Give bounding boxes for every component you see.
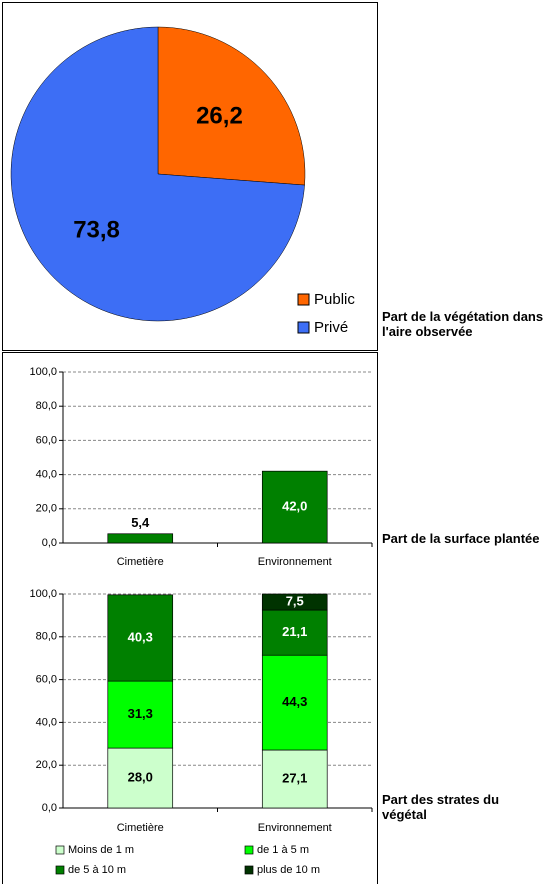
value-label: 28,0: [128, 769, 153, 784]
y-tick-label: 0,0: [42, 802, 57, 814]
legend-label: de 1 à 5 m: [257, 844, 309, 856]
value-label: 42,0: [282, 499, 307, 514]
y-tick-label: 100,0: [29, 366, 57, 378]
bar: [107, 533, 174, 544]
value-label: 40,3: [128, 629, 153, 644]
y-tick-label: 0,0: [42, 537, 57, 549]
legend-label: Public: [314, 291, 355, 308]
bar-segment: [261, 609, 328, 656]
y-tick-label: 60,0: [36, 434, 57, 446]
value-label: 7,5: [286, 593, 304, 608]
legend-label: plus de 10 m: [257, 864, 320, 876]
x-tick-label: Cimetière: [117, 822, 164, 834]
y-tick-label: 60,0: [36, 674, 57, 686]
y-tick-label: 80,0: [36, 631, 57, 643]
pie-slice: [157, 26, 306, 186]
y-tick-label: 40,0: [36, 469, 57, 481]
bar-segment: [261, 654, 328, 751]
y-tick-label: 20,0: [36, 503, 57, 515]
bar-segment: [261, 593, 328, 611]
value-label: 27,1: [282, 770, 307, 785]
x-tick-label: Cimetière: [117, 556, 164, 568]
legend-swatch: [297, 321, 310, 334]
y-tick-label: 40,0: [36, 716, 57, 728]
legend-swatch: [55, 865, 65, 875]
x-tick-label: Environnement: [258, 822, 332, 834]
pie-slice: [10, 26, 305, 322]
legend-label: Privé: [314, 319, 348, 336]
y-tick-label: 80,0: [36, 400, 57, 412]
value-label: 5,4: [131, 515, 150, 530]
legend-label: de 5 à 10 m: [68, 864, 126, 876]
legend-swatch: [244, 865, 254, 875]
y-tick-label: 100,0: [29, 588, 57, 600]
value-label: 31,3: [128, 706, 153, 721]
bar: [261, 470, 328, 544]
caption: Part de la végétation dans l'aire observ…: [382, 309, 544, 339]
legend-swatch: [297, 293, 310, 306]
bar-segment: [107, 680, 174, 749]
slice-label: 73,8: [73, 216, 120, 243]
legend-swatch: [55, 845, 65, 855]
x-tick-label: Environnement: [258, 556, 332, 568]
value-label: 44,3: [282, 694, 307, 709]
bar-segment: [261, 749, 328, 809]
bar-frame: [2, 352, 378, 884]
value-label: 21,1: [282, 624, 307, 639]
caption: Part de la surface plantée: [382, 531, 540, 546]
slice-label: 26,2: [196, 102, 243, 129]
legend-label: Moins de 1 m: [68, 844, 134, 856]
caption: Part des strates du végétal: [382, 792, 500, 822]
bar-segment: [107, 594, 174, 682]
legend-swatch: [244, 845, 254, 855]
y-tick-label: 20,0: [36, 759, 57, 771]
